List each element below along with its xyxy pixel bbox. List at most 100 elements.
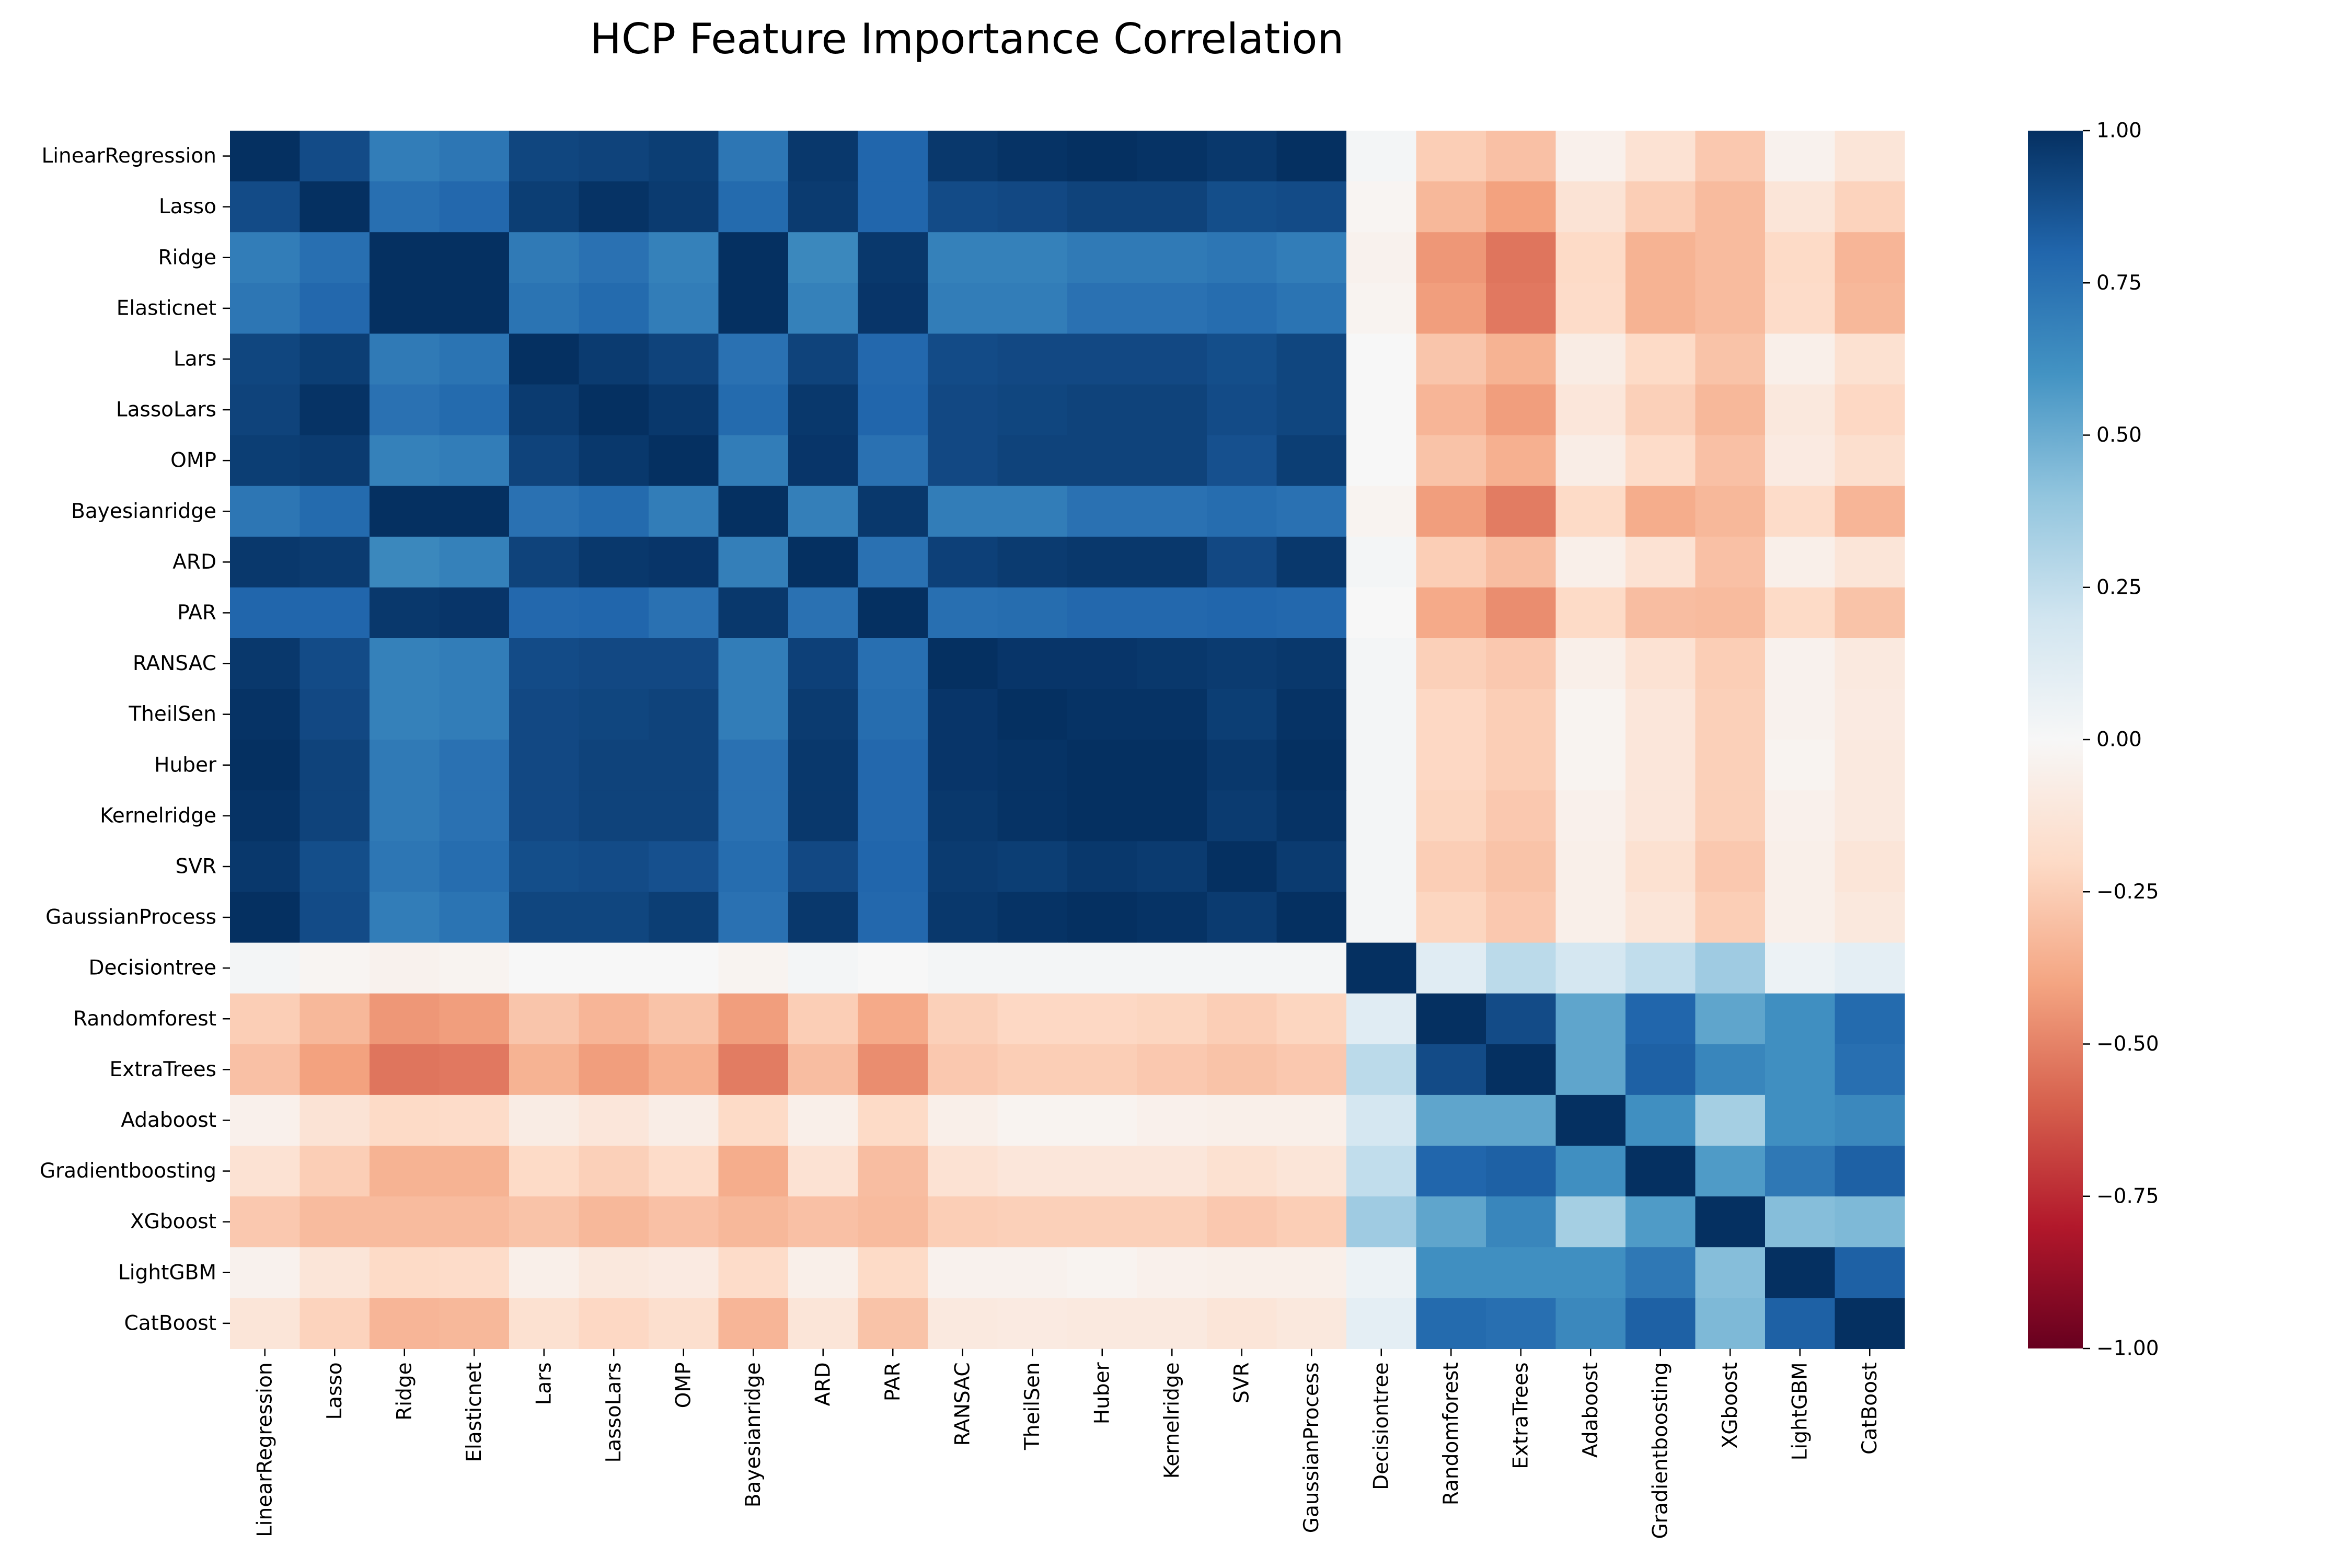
heatmap-cell [230, 283, 301, 334]
heatmap-cell [1695, 1196, 1766, 1248]
heatmap-cell [439, 384, 510, 436]
heatmap-cell [1486, 841, 1557, 893]
heatmap-cell [788, 638, 859, 689]
heatmap-cell [1416, 131, 1486, 182]
heatmap-cell [858, 131, 928, 182]
heatmap-cell [1486, 689, 1557, 740]
heatmap-cell [1835, 435, 1905, 487]
heatmap-cell [1555, 131, 1626, 182]
heatmap-cell [1765, 942, 1836, 994]
heatmap-cell [649, 333, 719, 385]
heatmap-cell [1137, 181, 1207, 233]
heatmap-cell [1137, 486, 1207, 537]
heatmap-cell [997, 740, 1068, 791]
heatmap-cell [718, 942, 789, 994]
heatmap-cell [230, 1196, 301, 1248]
heatmap-cell [1276, 841, 1347, 893]
y-tick-label: PAR [177, 601, 216, 625]
heatmap-cell [1625, 638, 1696, 689]
heatmap-cell [299, 435, 370, 487]
heatmap-cell [1067, 283, 1138, 334]
y-tick-label: Lasso [159, 195, 216, 218]
heatmap-cell [509, 486, 580, 537]
heatmap-cell [509, 1146, 580, 1197]
heatmap-cell [1137, 131, 1207, 182]
heatmap-cell [370, 689, 440, 740]
heatmap-cell [1416, 942, 1486, 994]
heatmap-cell [439, 1044, 510, 1096]
heatmap-cell [788, 181, 859, 233]
heatmap-cell [928, 333, 998, 385]
heatmap-cell [439, 638, 510, 689]
heatmap-cell [1416, 536, 1486, 588]
heatmap-cell [579, 689, 649, 740]
heatmap-cell [928, 536, 998, 588]
heatmap-cell [370, 1094, 440, 1146]
colorbar-tick-label: −0.25 [2096, 880, 2159, 904]
x-tick-label: CatBoost [1858, 1362, 1882, 1455]
heatmap-cell [1486, 892, 1557, 943]
heatmap-cell [1486, 131, 1557, 182]
heatmap-cell [1765, 689, 1836, 740]
x-tick-label: Huber [1090, 1362, 1114, 1424]
colorbar-tick-label: 1.00 [2096, 119, 2142, 143]
x-tick-label: ExtraTrees [1509, 1362, 1532, 1469]
heatmap-cell [1276, 1196, 1347, 1248]
heatmap-cell [858, 638, 928, 689]
heatmap-cell [230, 333, 301, 385]
heatmap-cell [718, 1146, 789, 1197]
heatmap-cell [1346, 1094, 1417, 1146]
heatmap-cell [1207, 181, 1277, 233]
colorbar-tick-label: 0.00 [2096, 728, 2142, 752]
heatmap-cell [439, 1146, 510, 1197]
heatmap-cell [299, 1044, 370, 1096]
heatmap-cell [997, 689, 1068, 740]
heatmap-cell [509, 689, 580, 740]
heatmap-cell [1555, 841, 1626, 893]
heatmap-cell [230, 1044, 301, 1096]
heatmap-cell [439, 232, 510, 283]
heatmap-cell [1835, 1247, 1905, 1298]
heatmap-cell [230, 689, 301, 740]
heatmap-cell [1346, 892, 1417, 943]
heatmap-cell [299, 1146, 370, 1197]
colorbar-tick-label: 0.50 [2096, 423, 2142, 447]
heatmap-cell [1276, 1298, 1347, 1349]
heatmap-cell [370, 790, 440, 841]
heatmap-cell [1416, 384, 1486, 436]
heatmap-cell [788, 740, 859, 791]
heatmap-cell [579, 384, 649, 436]
heatmap-cell [858, 1146, 928, 1197]
heatmap-cell [1625, 1298, 1696, 1349]
heatmap-cell [1486, 1044, 1557, 1096]
heatmap-cell [1695, 486, 1766, 537]
y-tick-label: RANSAC [133, 652, 216, 675]
heatmap-cell [1207, 131, 1277, 182]
heatmap-cell [299, 740, 370, 791]
heatmap-cell [370, 536, 440, 588]
heatmap-cell [858, 181, 928, 233]
heatmap-cell [1207, 1094, 1277, 1146]
heatmap-cell [858, 232, 928, 283]
heatmap-cell [1137, 638, 1207, 689]
heatmap-cell [649, 283, 719, 334]
heatmap-cell [579, 435, 649, 487]
heatmap-cell [718, 638, 789, 689]
heatmap-cell [1486, 435, 1557, 487]
heatmap-cell [1067, 892, 1138, 943]
y-tick-label: OMP [170, 449, 216, 472]
heatmap-cell [649, 892, 719, 943]
heatmap-cell [1625, 1196, 1696, 1248]
heatmap-cell [1486, 1247, 1557, 1298]
heatmap-cell [788, 1196, 859, 1248]
heatmap-cell [1137, 993, 1207, 1045]
heatmap-cell [858, 1247, 928, 1298]
heatmap-cell [509, 892, 580, 943]
heatmap-cell [1346, 1196, 1417, 1248]
heatmap-cell [579, 181, 649, 233]
heatmap-cell [718, 384, 789, 436]
heatmap-cell [1067, 384, 1138, 436]
heatmap-cell [1695, 942, 1766, 994]
y-tick-label: Kernelridge [100, 804, 216, 827]
heatmap-cell [1625, 232, 1696, 283]
